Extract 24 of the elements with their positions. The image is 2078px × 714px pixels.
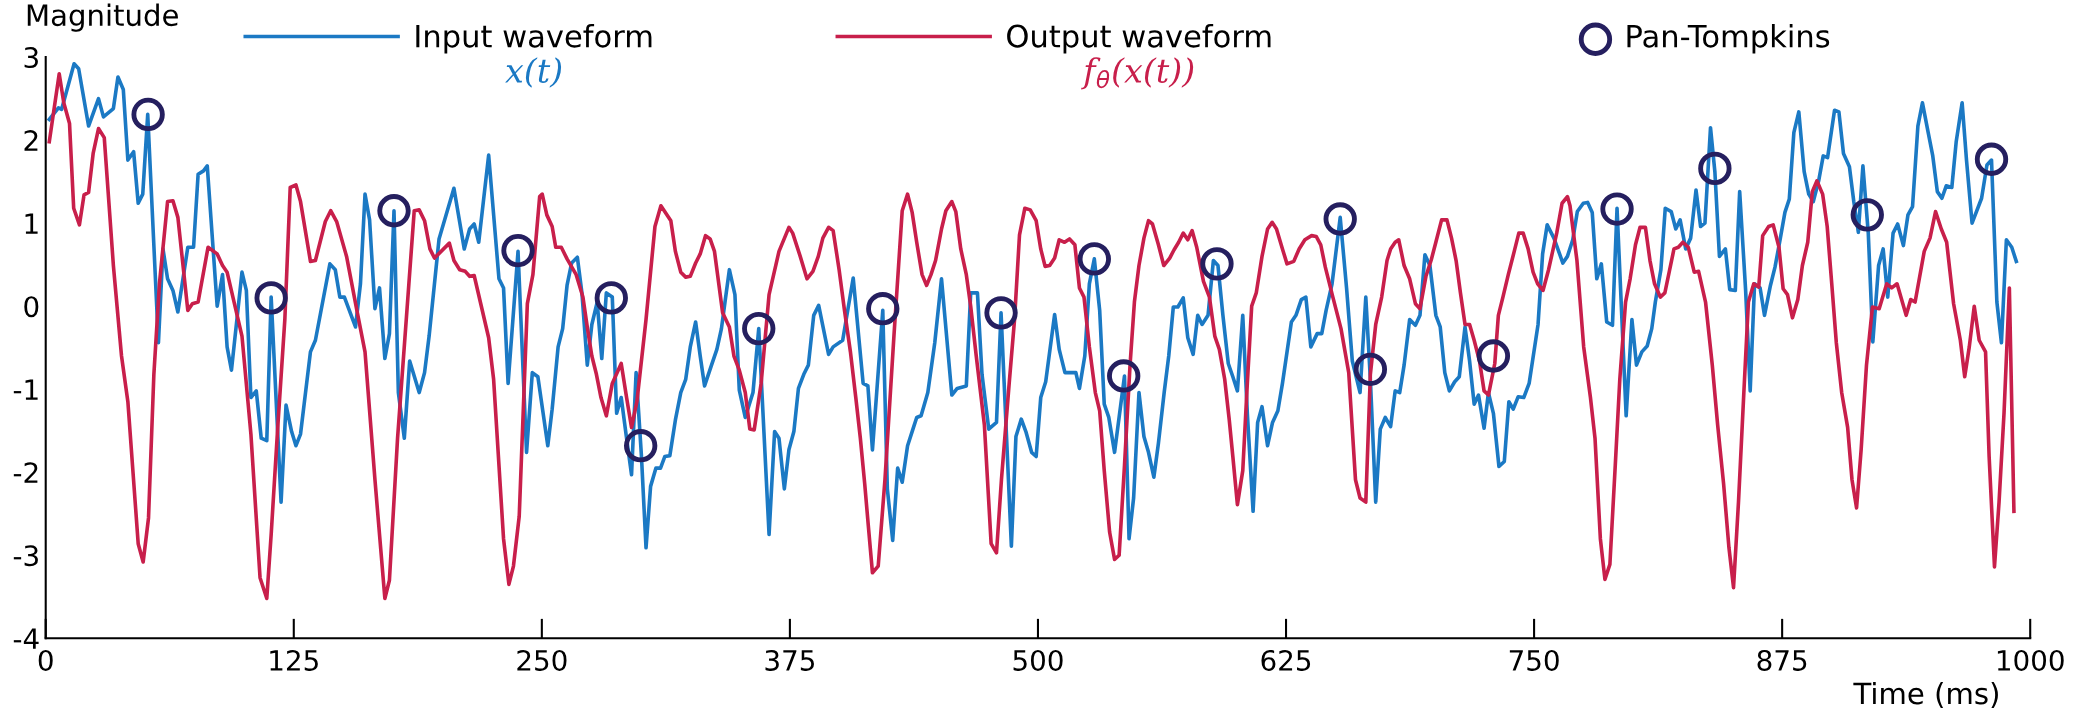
y-tick-label: -3 xyxy=(13,545,38,567)
y-axis-title: Magnitude xyxy=(27,3,178,32)
annotation: f$_{θ}$(x(t)) xyxy=(1081,57,1194,90)
legend-label: Output waveform xyxy=(1007,24,1271,54)
y-tick-label: 1 xyxy=(25,213,38,234)
y-tick-label: -1 xyxy=(13,379,38,400)
y-tick-label: 3 xyxy=(24,47,38,69)
x-tick-label: 0 xyxy=(38,649,53,671)
x-tick-label: 875 xyxy=(1757,649,1807,671)
legend-label: Pan-Tompkins xyxy=(1627,24,1830,54)
y-tick-label: 2 xyxy=(24,130,38,151)
y-tick-label: 0 xyxy=(24,296,39,318)
x-tick-label: 375 xyxy=(765,649,814,671)
y-tick-label: -2 xyxy=(13,462,38,483)
x-tick-label: 625 xyxy=(1261,649,1311,671)
y-tick-label: -4 xyxy=(13,628,39,649)
x-tick-label: 500 xyxy=(1013,649,1063,671)
x-tick-label: 750 xyxy=(1509,649,1559,671)
x-tick-label: 125 xyxy=(270,649,318,671)
x-tick-label: 1000 xyxy=(1997,649,2064,671)
x-tick-label: 250 xyxy=(517,649,567,671)
annotation: x(t) xyxy=(505,57,562,88)
legend-label: Input waveform xyxy=(416,24,652,54)
x-axis-title: Time (ms) xyxy=(1853,681,1998,708)
